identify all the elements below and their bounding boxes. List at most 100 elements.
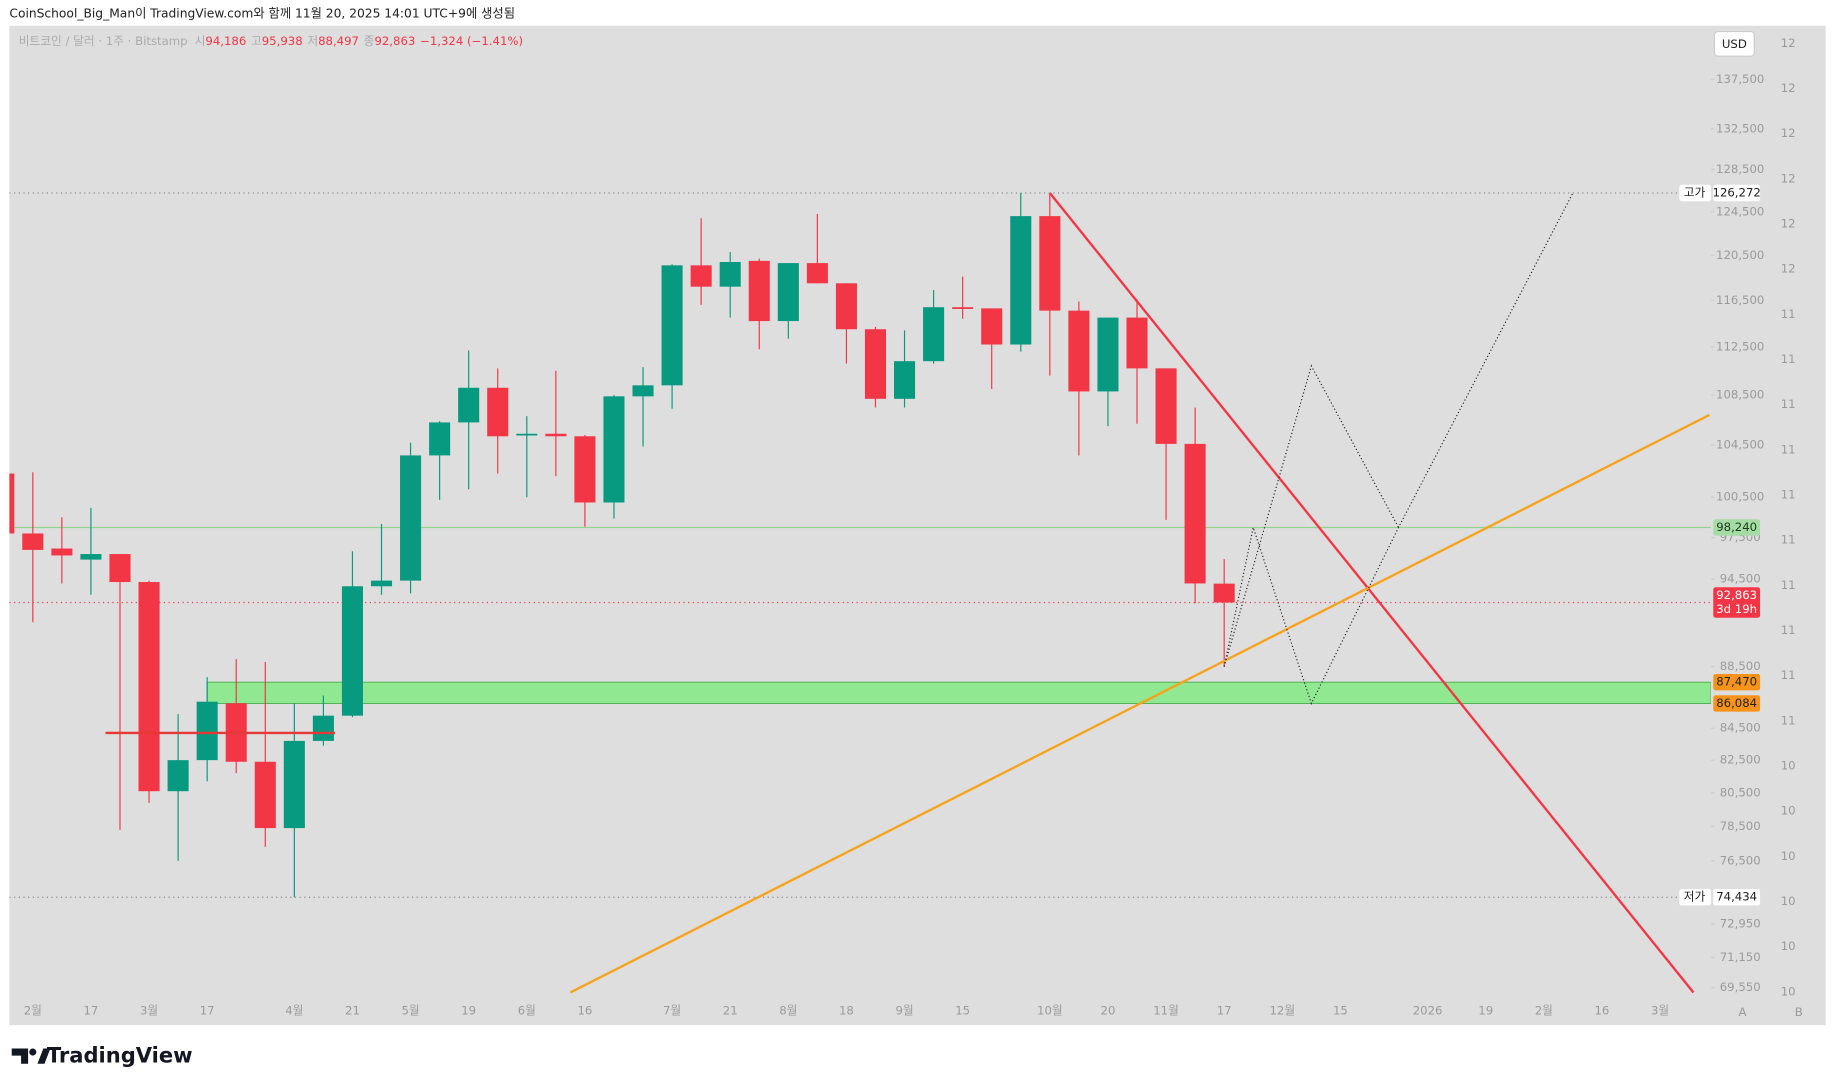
x-tick-label: 2026	[1413, 1004, 1443, 1018]
price-label: 86,084	[1716, 696, 1757, 710]
candle-body	[748, 260, 770, 322]
candle-body	[632, 385, 654, 397]
candle-body	[603, 396, 625, 503]
price-label-box	[1713, 889, 1761, 906]
right-scale-label: 10	[1781, 759, 1796, 773]
x-tick-label: 8월	[779, 1004, 797, 1018]
candle-body	[806, 263, 828, 284]
right-scale-label: 11	[1781, 442, 1796, 456]
right-scale-label: 10	[1781, 804, 1796, 818]
x-tick-label: 18	[839, 1004, 854, 1018]
y-tick-label: 76,500	[1720, 853, 1761, 867]
legend-value: 94,186	[205, 33, 246, 47]
x-tick-label: 17	[83, 1004, 98, 1018]
x-tick-label: 15	[955, 1004, 970, 1018]
y-tick-label: 137,500	[1716, 72, 1764, 86]
trend-line	[1223, 192, 1574, 706]
candle-body	[400, 455, 422, 581]
price-label-box	[1713, 184, 1761, 202]
candle-body	[51, 548, 73, 556]
candle-body	[429, 422, 451, 456]
price-label: 87,470	[1716, 675, 1757, 689]
trend-line	[569, 413, 1710, 994]
right-scale-label: 10	[1781, 984, 1796, 998]
legend: 비트코인 / 달러 · 1주 · Bitstamp 시94,186 고95,938 저…	[19, 33, 523, 47]
candle-body	[22, 533, 44, 550]
y-tick-label: 112,500	[1716, 339, 1764, 353]
right-scale-label: 11	[1781, 397, 1796, 411]
corner-label[interactable]: B	[1795, 1005, 1803, 1019]
right-scale-label: 10	[1781, 939, 1796, 953]
y-tick-label: 124,500	[1716, 204, 1764, 218]
candle-body	[574, 436, 596, 503]
candle-body	[777, 263, 799, 322]
right-scale-label: 11	[1781, 307, 1796, 321]
candle-body	[167, 760, 189, 792]
currency-button[interactable]	[1713, 31, 1755, 57]
trend-line	[1048, 192, 1695, 994]
candle-body	[1039, 216, 1061, 311]
x-tick-label: 19	[461, 1004, 476, 1018]
candle-body	[1184, 443, 1206, 584]
y-tick-label: 69,550	[1720, 980, 1761, 994]
candle-body	[80, 554, 102, 560]
right-scale-label: 10	[1781, 849, 1796, 863]
x-tick-label: 6월	[518, 1004, 536, 1018]
zone	[206, 681, 1711, 704]
candle-body	[661, 265, 683, 386]
y-tick-label: 80,500	[1720, 785, 1761, 799]
candle-body	[545, 433, 567, 437]
y-tick-label: 82,500	[1720, 753, 1761, 767]
header: CoinSchool_Big_Man이 TradingView.com와 함께 …	[9, 7, 515, 21]
x-tick-label: 20	[1101, 1004, 1116, 1018]
right-scale-label: 12	[1781, 216, 1796, 230]
legend-label: 저	[307, 33, 318, 47]
x-tick-label: 3월	[140, 1004, 158, 1018]
legend-change: −1,324 (−1.41%)	[420, 33, 523, 47]
candle-body	[1097, 317, 1119, 392]
y-tick-label: 94,500	[1720, 572, 1761, 586]
brand-logo	[11, 1048, 51, 1064]
legend-label: 종	[364, 33, 375, 47]
price-tag: 저가	[1684, 890, 1706, 904]
x-tick-label: 16	[1594, 1004, 1609, 1018]
trend-line	[1223, 364, 1400, 667]
right-scale-label: 12	[1781, 171, 1796, 185]
plot-area	[9, 192, 1711, 994]
legend-label: 고	[251, 33, 262, 47]
candle-body	[1213, 583, 1235, 603]
candle-body	[196, 701, 218, 761]
price-label-box	[1713, 674, 1761, 691]
candle-body	[719, 261, 741, 287]
candle-body	[370, 580, 393, 587]
candle-body	[341, 586, 363, 716]
y-tick-label: 132,500	[1716, 121, 1764, 135]
legend-value: 95,938	[262, 33, 303, 47]
price-label-sub: 3d 19h	[1716, 602, 1757, 616]
candle-body	[923, 307, 945, 362]
x-tick-label: 10월	[1037, 1004, 1063, 1018]
x-tick-label: 4월	[285, 1004, 303, 1018]
x-tick-label: 21	[723, 1004, 738, 1018]
candle-body	[835, 283, 857, 330]
candle-body	[894, 361, 916, 399]
y-tick-label: 84,500	[1720, 721, 1761, 735]
x-tick-label: 9월	[895, 1004, 913, 1018]
price-label: 74,434	[1716, 890, 1757, 904]
y-tick-label: 120,500	[1716, 248, 1764, 262]
price-label-box	[1713, 519, 1761, 536]
x-tick-label: 2월	[1535, 1004, 1553, 1018]
price-label: 92,863	[1716, 588, 1757, 602]
right-scale-label: 11	[1781, 668, 1796, 682]
y-tick-label: 100,500	[1716, 490, 1764, 504]
legend-label: 시	[195, 33, 206, 47]
candle-body	[1010, 216, 1032, 345]
y-tick-label: 104,500	[1716, 438, 1764, 452]
brand: TradingView	[47, 1043, 193, 1068]
corner-label[interactable]: A	[1739, 1005, 1747, 1019]
right-scale-label: 12	[1781, 262, 1796, 276]
candle-body	[9, 473, 15, 534]
price-label-box	[1713, 587, 1761, 618]
legend-symbol: 비트코인 / 달러 · 1주 · Bitstamp	[19, 33, 188, 47]
candle-body	[981, 308, 1003, 345]
